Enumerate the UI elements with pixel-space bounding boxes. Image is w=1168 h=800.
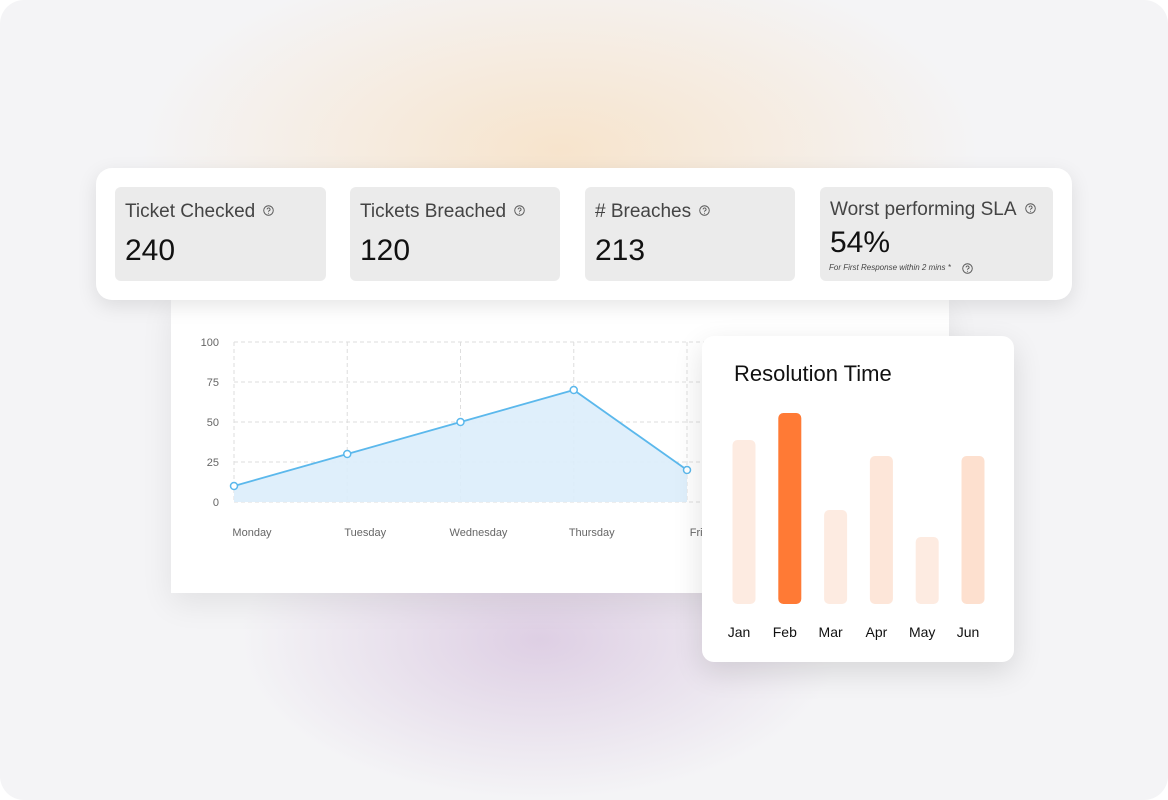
help-dot <box>518 212 521 214</box>
bar <box>915 537 939 604</box>
stat-label: Ticket Checked <box>125 201 256 222</box>
help-dot <box>966 270 969 272</box>
help-mark <box>702 207 707 212</box>
bar <box>778 413 802 604</box>
stat-value: 54% <box>830 226 891 259</box>
help-circle <box>1025 203 1036 214</box>
bar <box>869 456 893 604</box>
stat-card: # Breaches 213 <box>585 187 795 281</box>
help-icon <box>699 205 710 216</box>
help-dot <box>703 212 706 214</box>
point <box>569 385 578 395</box>
x-tick-label: Tuesday <box>344 527 386 539</box>
stat-note: For First Response within 2 mins * <box>829 263 951 272</box>
x-tick-label: Monday <box>232 527 272 539</box>
bar <box>732 440 756 604</box>
stat-label: Tickets Breached <box>360 201 507 222</box>
stat-card: Worst performing SLA 54% For First Respons… <box>820 187 1053 281</box>
bar <box>961 456 985 604</box>
bar-chart: Resolution Time Jan Feb Mar Apr May Jun <box>728 361 985 640</box>
x-tick-label: Mar <box>819 624 843 640</box>
y-tick-label: 50 <box>207 417 219 429</box>
stat-label: Worst performing SLA <box>830 199 1017 220</box>
help-icon <box>962 263 973 274</box>
area <box>234 390 687 502</box>
point <box>229 481 239 491</box>
stat-label: # Breaches <box>595 201 692 222</box>
stat-value: 213 <box>595 234 646 267</box>
help-mark <box>965 265 970 270</box>
help-icon <box>1025 203 1036 214</box>
y-tick-label: 0 <box>213 497 219 509</box>
help-mark <box>266 207 271 212</box>
x-tick-label: Feb <box>773 624 797 640</box>
help-circle <box>514 205 525 216</box>
x-tick-label: Wednesday <box>450 527 508 539</box>
stat-value: 240 <box>125 234 176 267</box>
x-tick-label: Thursday <box>569 527 615 539</box>
help-icon <box>514 205 525 216</box>
y-tick-label: 75 <box>207 377 219 389</box>
help-icon <box>263 205 274 216</box>
help-circle <box>263 205 274 216</box>
help-circle <box>699 205 710 216</box>
bar <box>824 510 848 604</box>
y-tick-label: 100 <box>201 337 219 349</box>
help-circle <box>962 263 973 274</box>
resolution-card: Resolution Time Jan Feb Mar Apr May Jun <box>702 336 1014 662</box>
x-tick-label: Apr <box>866 624 888 640</box>
x-tick-label: Jun <box>957 624 980 640</box>
y-tick-label: 25 <box>207 457 219 469</box>
stat-card: Tickets Breached 120 <box>350 187 560 281</box>
stats-bar: Ticket Checked 240 Tickets Breached 120 # Br… <box>96 168 1072 300</box>
point <box>456 417 465 427</box>
help-dot <box>1029 210 1032 212</box>
help-mark <box>1028 205 1033 210</box>
x-tick-label: May <box>909 624 935 640</box>
point <box>682 465 692 475</box>
chart-title: Resolution Time <box>734 361 892 386</box>
help-mark <box>517 207 522 212</box>
stat-value: 120 <box>360 234 411 267</box>
stat-card: Ticket Checked 240 <box>115 187 326 281</box>
x-tick-label: Jan <box>728 624 751 640</box>
help-dot <box>267 212 270 214</box>
point <box>343 449 352 459</box>
